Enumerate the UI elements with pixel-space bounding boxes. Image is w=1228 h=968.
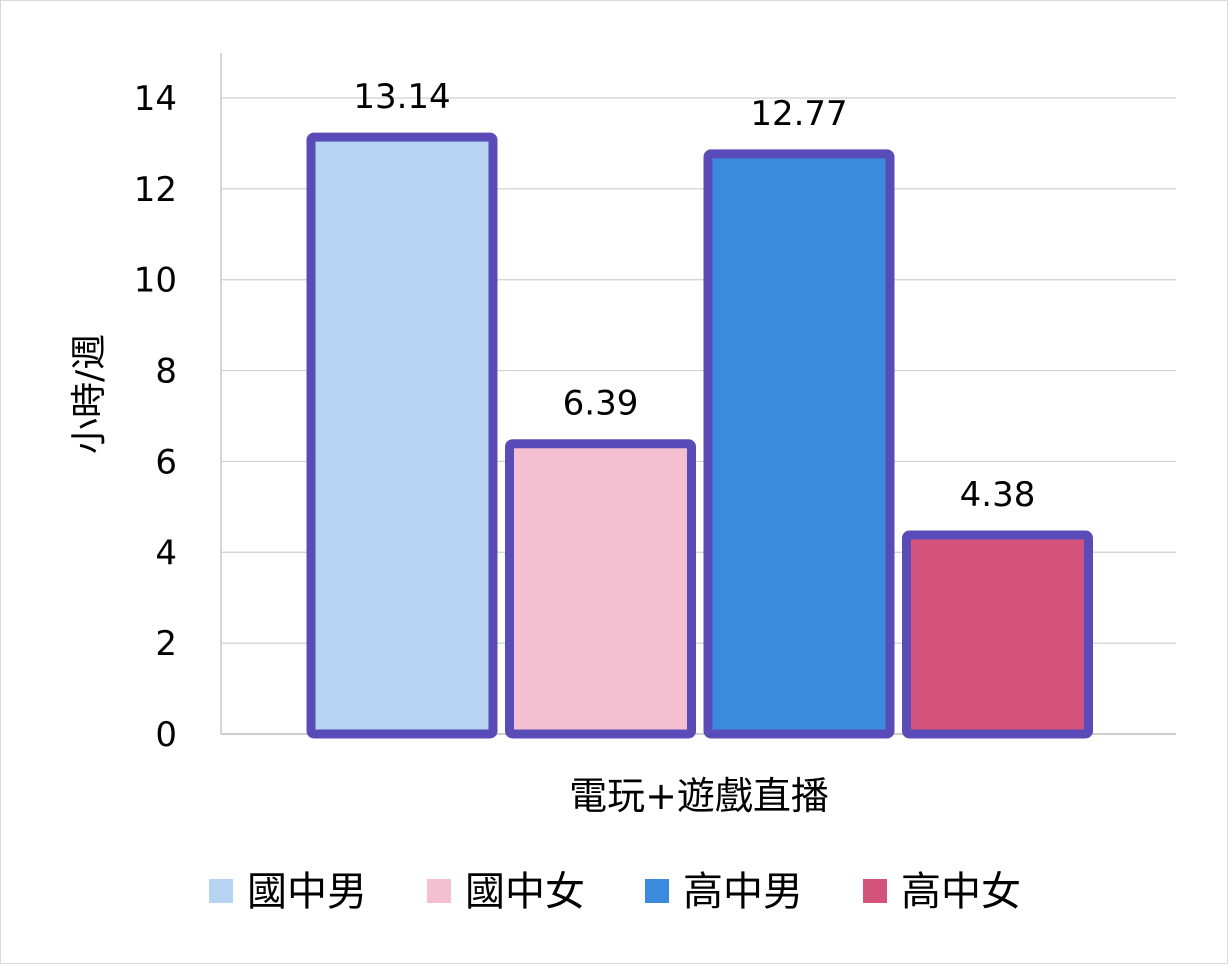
bar-2: [505, 439, 696, 739]
legend-label: 國中男: [247, 869, 367, 915]
x-axis-label: 電玩+遊戲直播: [569, 774, 829, 818]
legend-swatch: [427, 879, 451, 903]
data-label: 6.39: [563, 384, 639, 424]
y-axis-label: 小時/週: [69, 334, 110, 454]
y-tick-label: 6: [155, 442, 177, 482]
legend-label: 高中女: [901, 869, 1021, 915]
legend-label: 國中女: [465, 869, 585, 915]
data-label: 12.77: [750, 94, 847, 134]
legend-swatch: [209, 879, 233, 903]
legend-swatch: [863, 879, 887, 903]
y-tick-label: 12: [134, 170, 177, 210]
y-tick-label: 14: [134, 79, 177, 119]
bar-4: [902, 530, 1093, 739]
data-labels: 13.14 6.39 12.77 4.38: [353, 77, 1035, 515]
bar-1: [306, 132, 498, 739]
y-tick-label: 2: [155, 624, 177, 664]
legend: 國中男 國中女 高中男 高中女: [209, 869, 1021, 915]
y-tick-label: 4: [155, 533, 177, 573]
bars: [306, 132, 1093, 739]
data-label: 13.14: [353, 77, 450, 117]
legend-swatch: [645, 879, 669, 903]
legend-label: 高中男: [683, 869, 803, 915]
y-tick-label: 10: [134, 261, 177, 301]
y-axis-ticks: 0 2 4 6 8 10 12 14: [134, 79, 177, 755]
y-tick-label: 0: [155, 715, 177, 755]
bar-3: [703, 149, 895, 739]
y-tick-label: 8: [155, 352, 177, 392]
data-label: 4.38: [960, 475, 1036, 515]
